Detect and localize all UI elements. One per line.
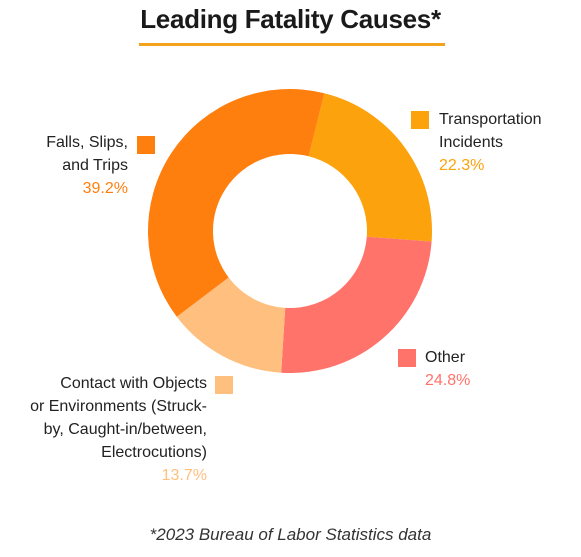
chart-title: Leading Fatality Causes* xyxy=(140,4,441,34)
legend-label-falls: Falls, Slips, and Trips xyxy=(46,134,128,174)
legend-swatch-other xyxy=(398,349,416,367)
legend-pct-transportation: 22.3% xyxy=(439,157,485,174)
legend-label-contact: Contact with Objects or Environments (Str… xyxy=(30,375,207,461)
legend-label-transportation: Transportation Incidents xyxy=(439,111,542,151)
legend-swatch-falls xyxy=(137,136,155,154)
legend-pct-other: 24.8% xyxy=(425,372,471,389)
slice-other xyxy=(281,236,432,373)
slice-transportation xyxy=(308,93,432,242)
legend-pct-contact: 13.7% xyxy=(161,467,207,484)
footnote: *2023 Bureau of Labor Statistics data xyxy=(149,525,432,544)
legend-label-other: Other xyxy=(425,349,466,366)
slice-falls xyxy=(147,88,325,317)
legend-swatch-transportation xyxy=(411,111,429,129)
legend-other: Other 24.8% xyxy=(425,346,545,392)
legend-pct-falls: 39.2% xyxy=(82,180,128,197)
legend-contact: Contact with Objects or Environments (Str… xyxy=(0,372,207,487)
legend-transportation: Transportation Incidents 22.3% xyxy=(439,108,579,177)
title-underline xyxy=(139,43,445,46)
legend-falls: Falls, Slips, and Trips 39.2% xyxy=(0,131,128,200)
legend-swatch-contact xyxy=(215,376,233,394)
slice-contact xyxy=(176,277,286,373)
